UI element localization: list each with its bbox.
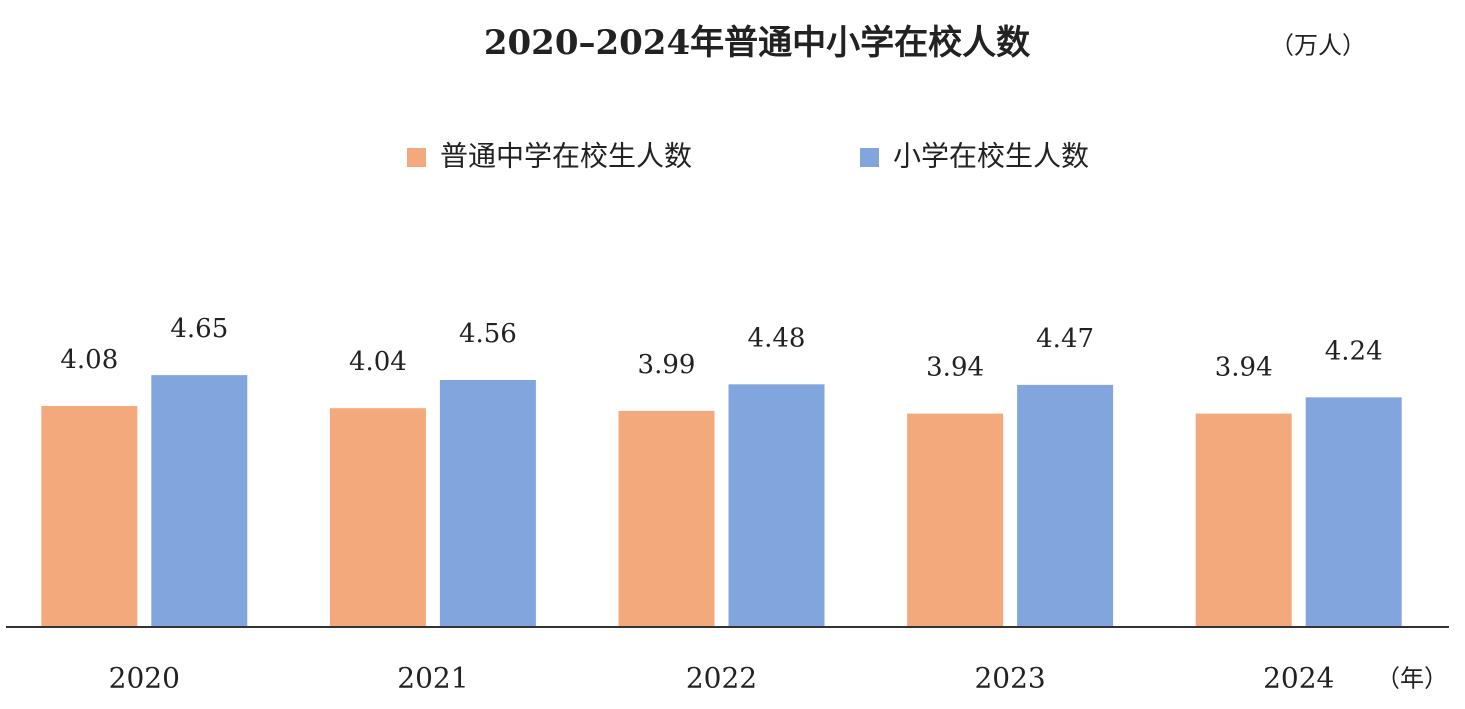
bar [1017,384,1114,627]
legend-swatch [860,148,879,167]
chart-title: 2020–2024年普通中小学在校人数 [484,23,1030,63]
bar [728,384,825,627]
unit-label: （万人） [1270,32,1366,60]
bar [41,406,138,627]
value-label: 3.99 [638,350,696,380]
legend-label: 普通中学在校生人数 [440,140,692,173]
bar [151,375,248,627]
bar [439,380,536,627]
bar [1305,397,1402,627]
bar [907,413,1004,627]
legend-label: 小学在校生人数 [893,140,1089,173]
value-label: 4.08 [60,345,118,375]
x-tick-label: 2020 [109,662,180,695]
x-tick-label: 2021 [397,662,468,695]
x-tick-label: 2024 [1263,662,1334,695]
bar [618,410,715,627]
x-tick-label: 2023 [974,662,1045,695]
value-label: 4.47 [1036,324,1094,354]
x-tick-label: 2022 [686,662,757,695]
legend-swatch [407,148,426,167]
x-unit-label: （年） [1376,665,1448,693]
value-label: 4.48 [748,323,806,353]
bar [1195,413,1292,627]
value-label: 3.94 [1215,353,1273,383]
bar [329,408,426,627]
value-label: 3.94 [926,353,984,383]
value-label: 4.24 [1325,336,1383,366]
value-label: 4.04 [349,347,407,377]
value-label: 4.65 [170,314,228,344]
value-label: 4.56 [459,319,517,349]
